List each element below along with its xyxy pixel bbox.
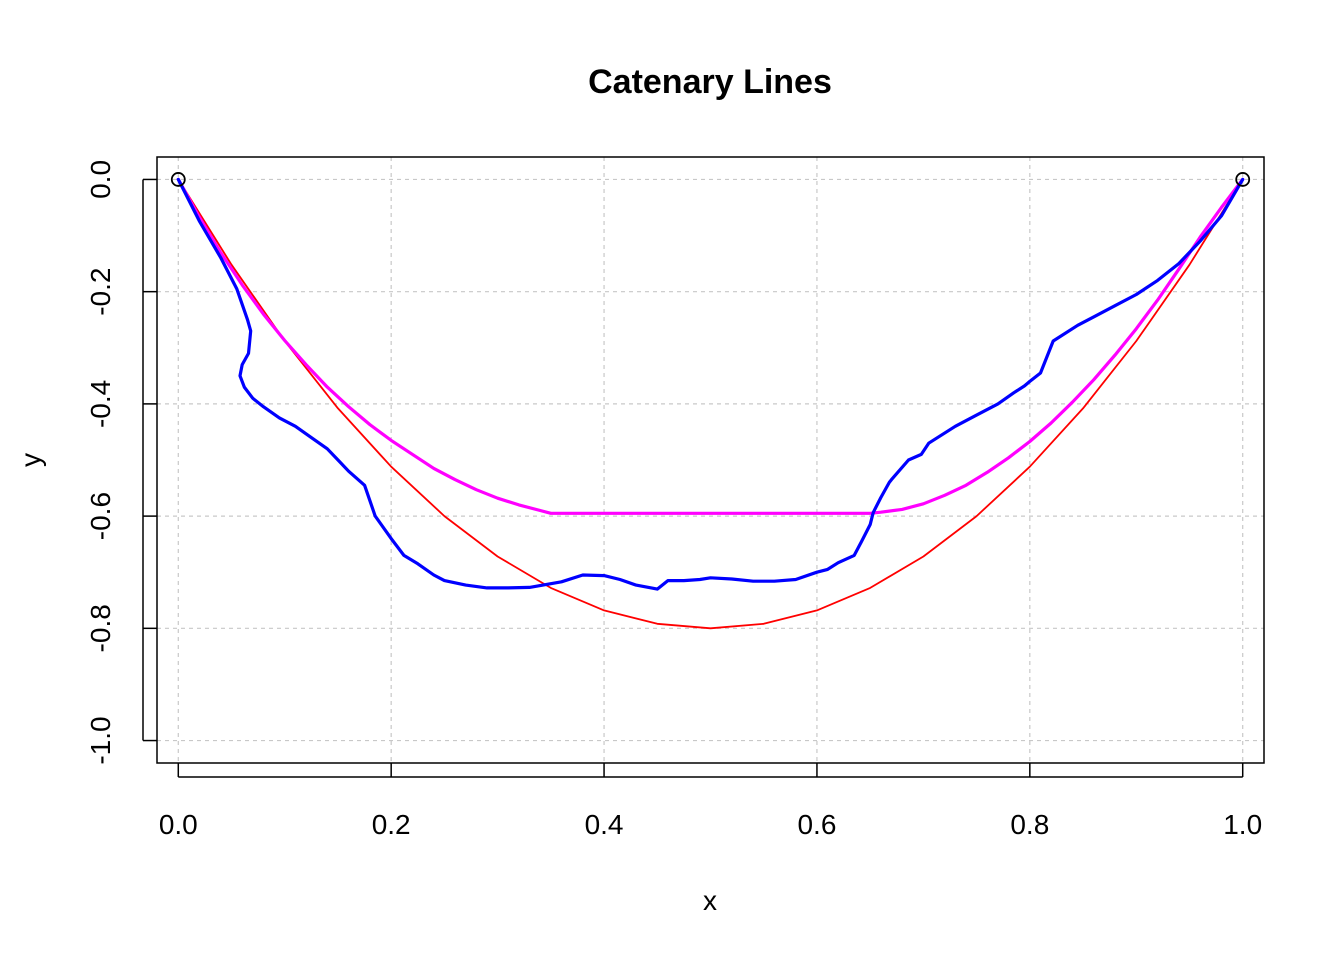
x-tick-label: 0.0: [159, 809, 198, 840]
y-tick-label: -0.8: [85, 604, 116, 652]
x-tick-label: 1.0: [1223, 809, 1262, 840]
y-axis: 0.0 -0.2 -0.4 -0.6 -0.8 -1.0: [85, 160, 157, 765]
y-tick-label: 0.0: [85, 160, 116, 199]
series-line-blue: [176, 177, 1245, 591]
x-tick-label: 0.2: [372, 809, 411, 840]
x-axis-label: x: [703, 885, 717, 916]
plot-frame: [156, 156, 1265, 764]
chart-title: Catenary Lines: [588, 63, 832, 101]
x-tick-label: 0.4: [585, 809, 624, 840]
x-tick-label: 0.8: [1010, 809, 1049, 840]
endpoint-marker: [170, 172, 186, 187]
x-tick-label: 0.6: [797, 809, 836, 840]
series-line-red: [177, 178, 1244, 630]
y-tick-label: -0.6: [85, 492, 116, 540]
series-layer: [176, 177, 1245, 630]
y-tick-label: -1.0: [85, 716, 116, 764]
endpoint-marker: [1235, 172, 1251, 187]
series-line-magenta: [176, 177, 1245, 515]
y-tick-label: -0.2: [85, 268, 116, 316]
x-axis: 0.0 0.2 0.4 0.6 0.8 1.0: [159, 763, 1262, 840]
y-tick-label: -0.4: [85, 380, 116, 428]
y-axis-label: y: [15, 453, 46, 467]
grid: [157, 157, 1264, 763]
endpoint-markers: [170, 172, 1251, 187]
